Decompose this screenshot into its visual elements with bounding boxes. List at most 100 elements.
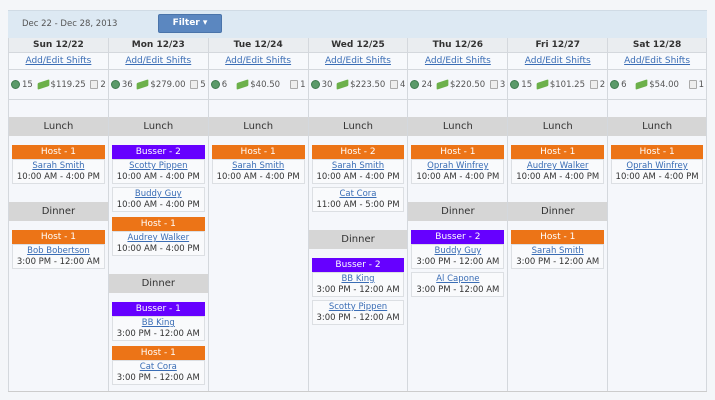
stat-hours-value: 6	[221, 79, 228, 90]
day-column: Tue 12/24 Add/Edit Shifts 6 $40.50 1 Lunch Hos…	[207, 38, 308, 391]
section-header: Lunch	[508, 117, 608, 136]
employee-link[interactable]: Scotty Pippen	[129, 161, 188, 171]
shift-card[interactable]: Oprah Winfrey 10:00 AM - 4:00 PM	[611, 159, 704, 184]
section-body: Host - 1 Oprah Winfrey 10:00 AM - 4:00 PM	[408, 136, 507, 187]
shift-card[interactable]: Bob Bobertson 3:00 PM - 12:00 AM	[12, 244, 105, 269]
day-column: Thu 12/26 Add/Edit Shifts 24 $220.50 3 Lunch H…	[407, 38, 508, 391]
employee-link[interactable]: Sarah Smith	[32, 161, 85, 171]
day-column: Sat 12/28 Add/Edit Shifts 6 $54.00 1 Lunch Hos…	[607, 38, 708, 391]
toolbar: Dec 22 - Dec 28, 2013 Filter ▾	[8, 10, 707, 38]
shift-card[interactable]: Cat Cora 11:00 AM - 5:00 PM	[311, 187, 405, 212]
shift-card[interactable]: Audrey Walker 10:00 AM - 4:00 PM	[111, 231, 205, 256]
shift-card[interactable]: Scotty Pippen 10:00 AM - 4:00 PM	[111, 159, 205, 184]
stat-count: 1	[688, 80, 704, 90]
day-column: Sun 12/22 Add/Edit Shifts 15 $119.25 2 Lunch H…	[8, 38, 108, 391]
shift-card[interactable]: Al Capone 3:00 PM - 12:00 AM	[411, 272, 505, 297]
shift-card[interactable]: Sarah Smith 3:00 PM - 12:00 AM	[511, 244, 605, 269]
stat-count: 3	[489, 80, 505, 90]
employee-link[interactable]: BB King	[141, 318, 175, 328]
stat-cost-value: $279.00	[150, 79, 186, 90]
shift-card[interactable]: Sarah Smith 10:00 AM - 4:00 PM	[12, 159, 105, 184]
shift-card[interactable]: BB King 3:00 PM - 12:00 AM	[311, 272, 405, 297]
stat-cost-value: $119.25	[50, 79, 86, 90]
spacer	[408, 100, 507, 117]
employee-link[interactable]: Sarah Smith	[232, 161, 285, 171]
stat-hours-value: 15	[521, 79, 533, 90]
shift-card[interactable]: Oprah Winfrey 10:00 AM - 4:00 PM	[411, 159, 505, 184]
employee-link[interactable]: Cat Cora	[339, 189, 377, 199]
clock-icon	[210, 80, 220, 89]
day-column: Wed 12/25 Add/Edit Shifts 30 $223.50 4 Lunch H…	[307, 38, 408, 391]
add-edit-shifts-link[interactable]: Add/Edit Shifts	[524, 56, 591, 66]
employee-link[interactable]: Scotty Pippen	[328, 302, 388, 312]
stat-cost: $40.50	[236, 79, 280, 90]
shift-card[interactable]: Audrey Walker 10:00 AM - 4:00 PM	[511, 159, 605, 184]
employee-link[interactable]: Sarah Smith	[331, 161, 385, 171]
employee-link[interactable]: Bob Bobertson	[27, 246, 90, 256]
money-icon	[37, 79, 49, 90]
shift-card[interactable]: Buddy Guy 3:00 PM - 12:00 AM	[411, 244, 505, 269]
day-header: Tue 12/24	[208, 38, 308, 53]
add-edit-shifts-link[interactable]: Add/Edit Shifts	[125, 56, 192, 66]
section-body: Host - 1 Audrey Walker 10:00 AM - 4:00 PM	[508, 136, 607, 187]
employee-link[interactable]: Buddy Guy	[134, 189, 182, 199]
section-header: Lunch	[208, 117, 308, 136]
section-body: Busser - 1 BB King 3:00 PM - 12:00 AM Host …	[109, 293, 208, 388]
stat-count: 5	[190, 80, 206, 90]
add-edit-shifts-link[interactable]: Add/Edit Shifts	[225, 56, 292, 66]
add-edit-shifts-link[interactable]: Add/Edit Shifts	[25, 56, 92, 66]
add-edit-shifts-link[interactable]: Add/Edit Shifts	[424, 56, 491, 66]
money-icon	[236, 79, 249, 90]
add-edit-row: Add/Edit Shifts	[308, 53, 408, 70]
stat-hours-value: 36	[121, 79, 133, 90]
copy-icon	[390, 80, 398, 89]
role-bar: Host - 2	[311, 145, 405, 159]
employee-link[interactable]: Audrey Walker	[127, 233, 190, 243]
copy-icon	[589, 80, 598, 89]
add-edit-shifts-link[interactable]: Add/Edit Shifts	[325, 56, 391, 66]
day-stats: 24 $220.50 3	[408, 70, 508, 100]
day-stats: 15 $119.25 2	[9, 70, 108, 100]
clock-icon	[11, 80, 20, 89]
shift-card[interactable]: BB King 3:00 PM - 12:00 AM	[111, 316, 205, 341]
stat-hours: 6	[610, 80, 627, 90]
section-body: Host - 1 Sarah Smith 10:00 AM - 4:00 PM	[9, 136, 108, 187]
section-header: Lunch	[408, 117, 508, 136]
section-body: Busser - 2 Scotty Pippen 10:00 AM - 4:00 P…	[109, 136, 208, 259]
shift-time: 11:00 AM - 5:00 PM	[316, 200, 400, 210]
stat-count: 4	[390, 80, 405, 90]
filter-button[interactable]: Filter ▾	[158, 14, 222, 33]
employee-link[interactable]: Oprah Winfrey	[626, 161, 688, 171]
shift-card[interactable]: Buddy Guy 10:00 AM - 4:00 PM	[111, 187, 205, 212]
stat-hours: 15	[510, 80, 532, 90]
shift-time: 10:00 AM - 4:00 PM	[316, 172, 400, 182]
employee-link[interactable]: BB King	[341, 274, 375, 284]
day-stats: 6 $40.50 1	[208, 70, 308, 100]
section-header: Lunch	[308, 117, 408, 136]
spacer	[209, 100, 308, 117]
stat-cost: $119.25	[37, 79, 86, 90]
money-icon	[137, 79, 149, 90]
shift-card[interactable]: Sarah Smith 10:00 AM - 4:00 PM	[211, 159, 305, 184]
add-edit-shifts-link[interactable]: Add/Edit Shifts	[624, 56, 691, 66]
stat-count: 2	[90, 80, 106, 90]
employee-link[interactable]: Audrey Walker	[526, 161, 589, 171]
shift-card[interactable]: Cat Cora 3:00 PM - 12:00 AM	[111, 360, 205, 385]
employee-link[interactable]: Buddy Guy	[434, 246, 482, 256]
section-body: Host - 1 Sarah Smith 3:00 PM - 12:00 AM	[508, 221, 607, 272]
employee-link[interactable]: Cat Cora	[139, 362, 177, 372]
employee-link[interactable]: Al Capone	[436, 274, 480, 284]
day-stats: 36 $279.00 5	[108, 70, 208, 100]
stat-count-value: 1	[300, 79, 306, 90]
shift-card[interactable]: Sarah Smith 10:00 AM - 4:00 PM	[311, 159, 405, 184]
employee-link[interactable]: Sarah Smith	[531, 246, 584, 256]
day-header: Sat 12/28	[608, 38, 707, 53]
shift-time: 3:00 PM - 12:00 AM	[416, 285, 500, 295]
section-header: Dinner	[508, 202, 608, 221]
shift-time: 10:00 AM - 4:00 PM	[16, 172, 100, 182]
shift-card[interactable]: Scotty Pippen 3:00 PM - 12:00 AM	[311, 300, 405, 325]
shift-time: 10:00 AM - 4:00 PM	[116, 200, 200, 210]
employee-link[interactable]: Oprah Winfrey	[427, 161, 489, 171]
add-edit-row: Add/Edit Shifts	[208, 53, 308, 70]
role-bar: Host - 1	[111, 346, 205, 360]
